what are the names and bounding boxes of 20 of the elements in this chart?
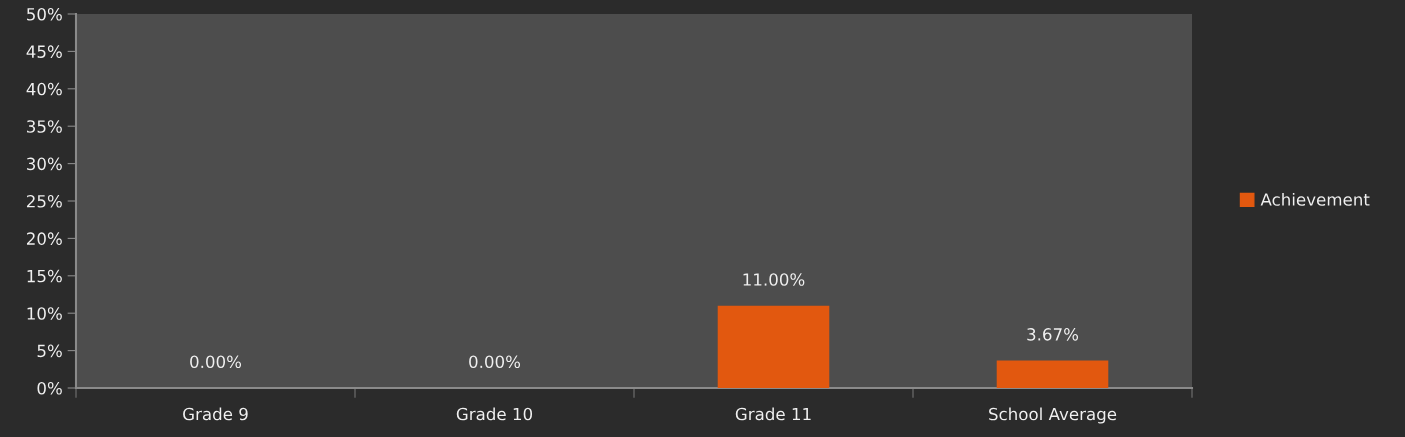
data-label: 0.00% — [190, 355, 242, 369]
data-label: 0.00% — [469, 355, 521, 369]
y-tick-label: 10% — [27, 307, 62, 320]
y-tick-label: 50% — [27, 7, 62, 21]
y-tick-label: 5% — [37, 344, 62, 358]
y-tick-label: 15% — [27, 269, 62, 283]
y-tick-label: 30% — [27, 157, 62, 171]
y-tick-label: 0% — [37, 381, 62, 395]
y-tick-label: 20% — [26, 232, 62, 245]
x-tick-label: Grade 9 — [183, 407, 248, 421]
legend-label: Achievement — [1260, 192, 1370, 206]
x-tick-label: Grade 10 — [456, 407, 533, 421]
y-tick-label: 40% — [26, 82, 62, 96]
y-tick-label: 25% — [26, 194, 62, 208]
x-tick-label: School Average — [989, 407, 1117, 424]
y-tick-label: 35% — [27, 120, 62, 133]
data-label: 3.67% — [1027, 328, 1079, 341]
x-tick-label: Grade 11 — [735, 407, 811, 421]
data-label: 11.00% — [743, 273, 805, 286]
y-tick-label: 45% — [26, 45, 62, 58]
